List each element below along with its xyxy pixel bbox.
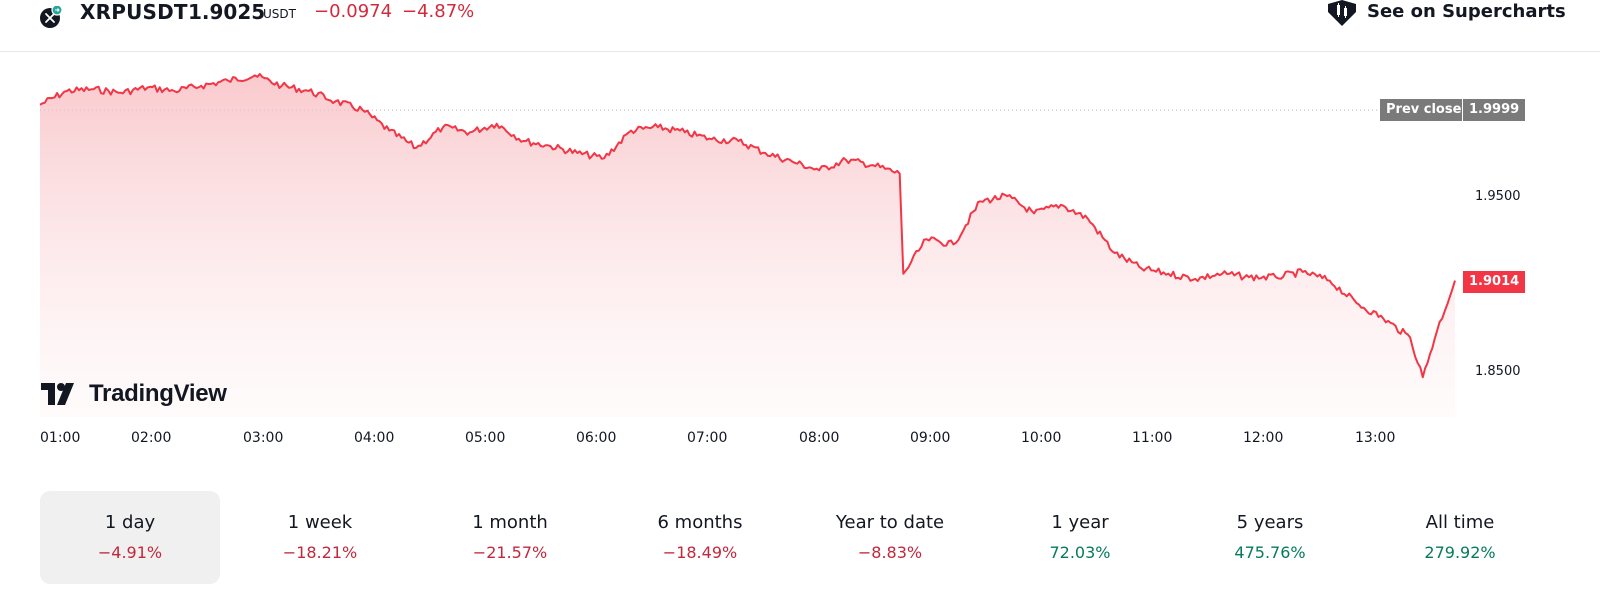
xrp-coin-icon (40, 6, 62, 28)
period-label: 5 years (1236, 512, 1304, 533)
period-year-to-date[interactable]: Year to date −8.83% (800, 491, 980, 584)
symbol-header: XRPUSDT 1.9025 USDT −0.0974 −4.87% See o… (0, 0, 1600, 52)
period-label: 6 months (657, 512, 743, 533)
time-axis-label: 09:00 (910, 430, 951, 446)
time-axis-label: 03:00 (243, 430, 284, 446)
period-label: 1 week (287, 512, 353, 533)
see-on-supercharts-label: See on Supercharts (1367, 1, 1566, 22)
price-currency: USDT (263, 7, 296, 21)
symbol-name: XRPUSDT (80, 0, 188, 24)
period-label: Year to date (835, 512, 945, 533)
time-axis-label: 02:00 (131, 430, 172, 446)
period-change: −8.83% (857, 543, 923, 562)
time-axis-label: 01:00 (40, 430, 81, 446)
period-change: 72.03% (1049, 543, 1111, 562)
price-area-fill (40, 74, 1455, 417)
performance-periods: 1 day −4.91% 1 week −18.21% 1 month −21.… (40, 491, 1560, 584)
period-label: 1 month (472, 512, 548, 533)
period-change: −18.21% (282, 543, 358, 562)
tradingview-logo: TradingView (41, 380, 227, 408)
price-chart[interactable]: Prev close 1.9999 1.9014 1.9500 1.8500 T… (0, 52, 1600, 462)
time-axis-label: 06:00 (576, 430, 617, 446)
period-change: −21.57% (472, 543, 548, 562)
price-axis-label: 1.8500 (1475, 364, 1521, 379)
period-1-year[interactable]: 1 year 72.03% (990, 491, 1170, 584)
period-label: 1 year (1051, 512, 1109, 533)
prev-close-value: 1.9999 (1462, 99, 1526, 121)
period-label: 1 day (104, 512, 156, 533)
price-axis-label: 1.9500 (1475, 189, 1521, 204)
period-6-months[interactable]: 6 months −18.49% (610, 491, 790, 584)
period-5-years[interactable]: 5 years 475.76% (1180, 491, 1360, 584)
period-change: −18.49% (662, 543, 738, 562)
time-axis-label: 10:00 (1021, 430, 1062, 446)
time-axis-label: 11:00 (1132, 430, 1173, 446)
time-axis-label: 05:00 (465, 430, 506, 446)
period-1-week[interactable]: 1 week −18.21% (230, 491, 410, 584)
period-label: All time (1425, 512, 1495, 533)
chart-canvas (39, 73, 1456, 417)
prev-close-label: Prev close (1380, 99, 1468, 121)
last-price: 1.9025 (188, 0, 266, 24)
tradingview-logo-text: TradingView (89, 380, 227, 407)
period-1-month[interactable]: 1 month −21.57% (420, 491, 600, 584)
time-axis-label: 04:00 (354, 430, 395, 446)
supercharts-icon (1328, 0, 1356, 26)
period-all-time[interactable]: All time 279.92% (1370, 491, 1550, 584)
period-change: 279.92% (1424, 543, 1496, 562)
time-axis-label: 12:00 (1243, 430, 1284, 446)
price-change: −0.0974 (314, 1, 393, 22)
current-price-tag: 1.9014 (1463, 271, 1526, 293)
price-change-percent: −4.87% (402, 1, 475, 22)
period-1-day[interactable]: 1 day −4.91% (40, 491, 220, 584)
tradingview-logo-icon (41, 383, 74, 405)
time-axis-label: 07:00 (687, 430, 728, 446)
period-change: −4.91% (97, 543, 163, 562)
time-axis-label: 08:00 (799, 430, 840, 446)
price-line (39, 73, 1456, 379)
see-on-supercharts-link[interactable]: See on Supercharts (1326, 0, 1566, 28)
period-change: 475.76% (1234, 543, 1306, 562)
time-axis-label: 13:00 (1355, 430, 1396, 446)
